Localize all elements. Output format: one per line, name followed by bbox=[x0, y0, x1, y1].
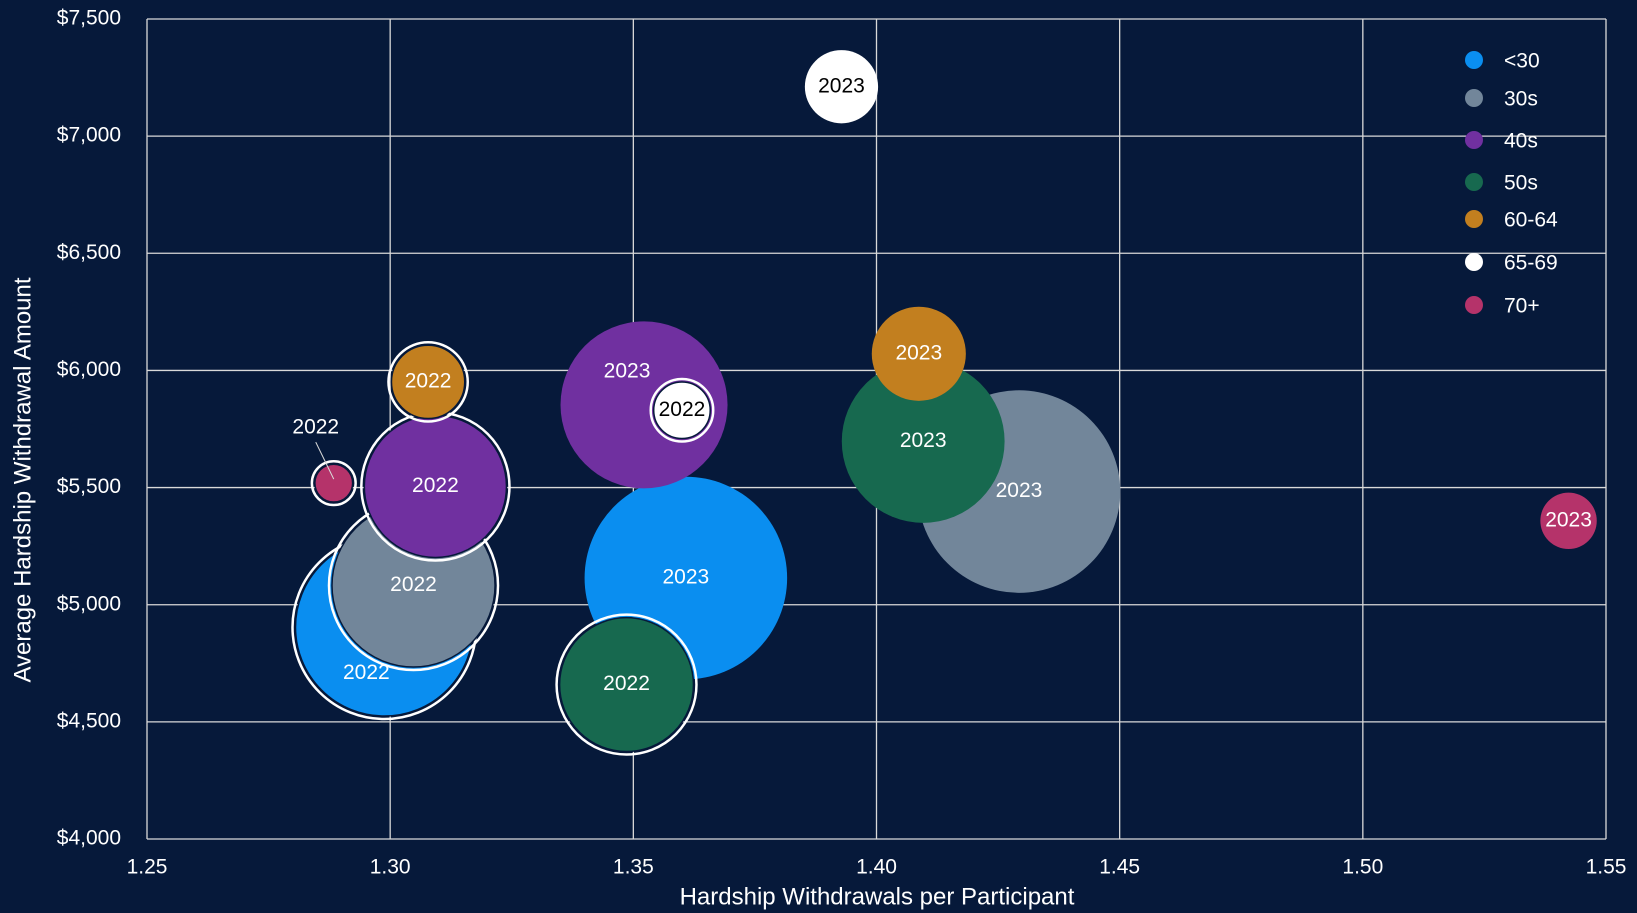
x-tick-label: 1.40 bbox=[856, 856, 897, 879]
data-label: 2023 bbox=[900, 429, 947, 452]
x-axis-title: Hardship Withdrawals per Participant bbox=[680, 883, 1075, 910]
legend-label: <30 bbox=[1504, 50, 1540, 73]
y-tick-label: $4,000 bbox=[57, 827, 121, 850]
data-label: 2022 bbox=[412, 474, 459, 497]
bubble bbox=[558, 616, 695, 753]
legend-marker bbox=[1465, 131, 1483, 149]
bubble bbox=[871, 306, 966, 401]
legend-label: 65-69 bbox=[1504, 252, 1558, 275]
data-label: 2022 bbox=[343, 661, 390, 684]
data-label: 2023 bbox=[604, 359, 651, 382]
bubble-outline bbox=[649, 377, 715, 443]
x-tick-label: 1.50 bbox=[1342, 856, 1383, 879]
leader-line bbox=[315, 441, 335, 480]
x-tick-label: 1.55 bbox=[1586, 856, 1627, 879]
y-tick-label: $5,000 bbox=[57, 592, 121, 615]
bubble bbox=[390, 344, 466, 420]
legend-label: 30s bbox=[1504, 88, 1538, 111]
data-label: 2022 bbox=[405, 369, 452, 392]
y-tick-label: $6,500 bbox=[57, 241, 121, 264]
legend-marker bbox=[1465, 173, 1483, 191]
data-label: 2023 bbox=[895, 341, 942, 364]
bubble-outline bbox=[387, 341, 469, 423]
legend-label: 50s bbox=[1504, 172, 1538, 195]
bubble bbox=[560, 321, 728, 489]
x-tick-label: 1.35 bbox=[613, 856, 654, 879]
data-label: 2023 bbox=[818, 74, 865, 97]
legend-marker bbox=[1465, 296, 1483, 314]
y-tick-label: $7,500 bbox=[57, 7, 121, 30]
data-label: 2023 bbox=[662, 566, 709, 589]
data-label: 2022 bbox=[603, 672, 650, 695]
legend-label: 70+ bbox=[1504, 295, 1540, 318]
y-tick-label: $5,500 bbox=[57, 475, 121, 498]
x-tick-label: 1.25 bbox=[127, 856, 168, 879]
bubble bbox=[841, 360, 1005, 523]
data-label: 2023 bbox=[996, 479, 1043, 502]
y-tick-label: $6,000 bbox=[57, 358, 121, 381]
bubble bbox=[804, 50, 879, 124]
legend-marker bbox=[1465, 89, 1483, 107]
x-tick-label: 1.45 bbox=[1099, 856, 1140, 879]
y-tick-label: $7,000 bbox=[57, 124, 121, 147]
y-axis-title: Average Hardship Withdrawal Amount bbox=[9, 277, 36, 682]
y-tick-label: $4,500 bbox=[57, 709, 121, 732]
x-tick-label: 1.30 bbox=[370, 856, 411, 879]
legend-marker bbox=[1465, 210, 1483, 228]
legend-marker bbox=[1465, 253, 1483, 271]
legend-label: 60-64 bbox=[1504, 209, 1558, 232]
data-label: 2022 bbox=[292, 416, 339, 439]
bubble bbox=[314, 463, 354, 503]
bubble-outline bbox=[310, 459, 357, 507]
bubble bbox=[1540, 492, 1597, 550]
data-label: 2023 bbox=[1545, 508, 1592, 531]
legend-marker bbox=[1465, 51, 1483, 69]
bubble bbox=[652, 381, 711, 440]
data-label: 2022 bbox=[659, 398, 706, 421]
bubble-outline bbox=[555, 613, 698, 756]
legend-label: 40s bbox=[1504, 130, 1538, 153]
data-label: 2022 bbox=[390, 573, 437, 596]
